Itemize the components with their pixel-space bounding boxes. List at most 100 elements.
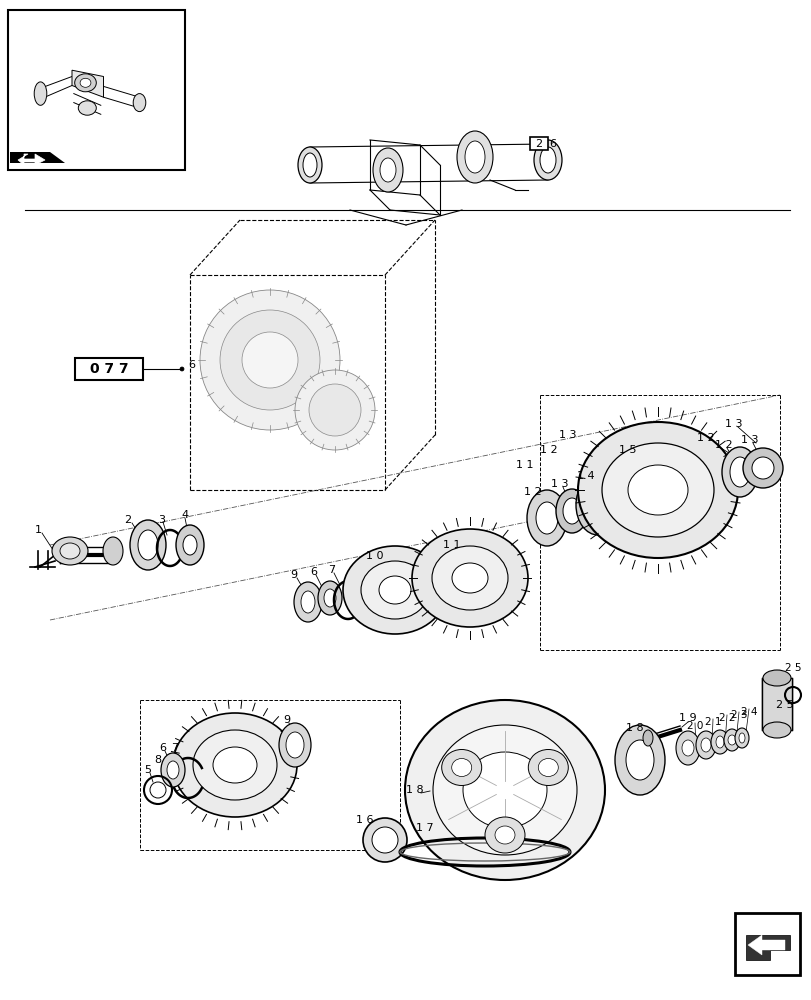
Bar (75, 358, 143, 380)
Ellipse shape (298, 147, 322, 183)
Ellipse shape (342, 546, 446, 634)
Text: 0 7 7: 0 7 7 (89, 362, 128, 376)
Ellipse shape (103, 537, 122, 565)
Text: 6: 6 (188, 360, 195, 370)
Text: 1 8: 1 8 (625, 723, 643, 733)
Ellipse shape (52, 537, 88, 565)
Ellipse shape (539, 147, 556, 173)
Text: 1 0: 1 0 (366, 551, 384, 561)
Ellipse shape (457, 131, 492, 183)
Ellipse shape (528, 750, 568, 786)
Text: 1 1: 1 1 (516, 460, 533, 470)
Ellipse shape (734, 728, 748, 748)
Text: 1 2: 1 2 (714, 440, 732, 450)
Text: 5: 5 (144, 765, 152, 775)
Ellipse shape (301, 591, 315, 613)
Ellipse shape (279, 723, 311, 767)
Ellipse shape (715, 736, 723, 748)
Ellipse shape (380, 158, 396, 182)
Ellipse shape (465, 141, 484, 173)
Ellipse shape (729, 457, 749, 487)
Polygon shape (72, 70, 103, 97)
Text: 1 3: 1 3 (724, 419, 742, 429)
Ellipse shape (695, 731, 715, 759)
Text: 2 4: 2 4 (740, 707, 757, 717)
Ellipse shape (161, 753, 185, 787)
Ellipse shape (441, 750, 481, 786)
Ellipse shape (451, 758, 471, 776)
Ellipse shape (75, 74, 97, 92)
Ellipse shape (379, 576, 410, 604)
Text: 1: 1 (34, 525, 41, 535)
Text: 1 2: 1 2 (524, 487, 541, 497)
Ellipse shape (642, 730, 652, 746)
Text: 7: 7 (328, 565, 335, 575)
Ellipse shape (575, 475, 620, 535)
Ellipse shape (309, 384, 361, 436)
Ellipse shape (462, 752, 547, 828)
Text: 6: 6 (549, 139, 556, 149)
Ellipse shape (700, 738, 710, 752)
Ellipse shape (751, 457, 773, 479)
Text: 1 7: 1 7 (416, 823, 433, 833)
Ellipse shape (535, 502, 557, 534)
Ellipse shape (676, 731, 699, 765)
Ellipse shape (432, 725, 577, 855)
Ellipse shape (324, 589, 336, 607)
Ellipse shape (182, 535, 197, 555)
Text: 1 6: 1 6 (356, 815, 373, 825)
Ellipse shape (411, 529, 527, 627)
Ellipse shape (452, 563, 487, 593)
Text: 1 5: 1 5 (619, 445, 636, 455)
Ellipse shape (242, 332, 298, 388)
Ellipse shape (742, 448, 782, 488)
Ellipse shape (371, 827, 397, 853)
Ellipse shape (577, 422, 737, 558)
Text: 1 3: 1 3 (559, 430, 576, 440)
Ellipse shape (176, 525, 204, 565)
Ellipse shape (60, 543, 80, 559)
Ellipse shape (78, 101, 97, 115)
Ellipse shape (583, 486, 611, 524)
Ellipse shape (526, 490, 566, 546)
Bar (8, 10, 185, 170)
Polygon shape (745, 935, 789, 960)
Text: 2 5: 2 5 (783, 663, 800, 673)
Text: 1 2: 1 2 (697, 433, 714, 443)
Ellipse shape (220, 310, 320, 410)
Circle shape (180, 367, 184, 371)
Text: 2 5: 2 5 (775, 700, 793, 710)
Text: 1 3: 1 3 (740, 435, 757, 445)
Ellipse shape (167, 761, 178, 779)
Ellipse shape (372, 148, 402, 192)
Text: 1 8: 1 8 (406, 785, 423, 795)
Polygon shape (18, 154, 45, 165)
Ellipse shape (601, 443, 713, 537)
Ellipse shape (627, 465, 687, 515)
Ellipse shape (762, 670, 790, 686)
Text: 9: 9 (290, 570, 297, 580)
Ellipse shape (495, 826, 514, 844)
Ellipse shape (556, 489, 587, 533)
Ellipse shape (130, 520, 165, 570)
Text: 8: 8 (154, 755, 161, 765)
Ellipse shape (562, 498, 581, 524)
Ellipse shape (318, 581, 341, 615)
Polygon shape (10, 152, 65, 163)
Ellipse shape (133, 94, 146, 112)
Ellipse shape (80, 78, 91, 87)
Ellipse shape (34, 82, 47, 105)
Text: 2: 2 (124, 515, 131, 525)
Text: 4: 4 (181, 510, 188, 520)
Text: 1 1: 1 1 (443, 540, 460, 550)
Ellipse shape (762, 722, 790, 738)
Text: 2 1: 2 1 (704, 717, 720, 727)
Ellipse shape (614, 725, 664, 795)
Text: 1 4: 1 4 (577, 471, 594, 481)
Text: 2 0: 2 0 (686, 721, 702, 731)
Ellipse shape (431, 546, 508, 610)
Ellipse shape (405, 700, 604, 880)
Bar (761, 678, 791, 730)
Ellipse shape (193, 730, 277, 800)
Bar (530, 137, 547, 150)
